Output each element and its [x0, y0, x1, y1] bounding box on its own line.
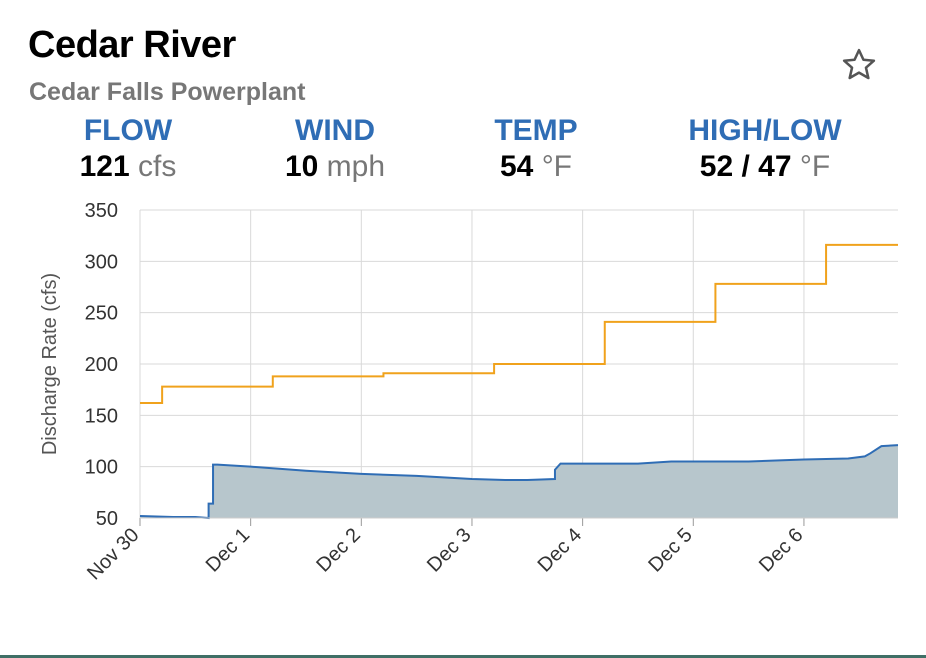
stat-value: 54: [499, 150, 534, 183]
x-tick-label: Nov 30: [83, 524, 143, 584]
y-tick-label: 100: [85, 457, 118, 479]
divider: [0, 655, 926, 658]
stat-label: FLOW: [83, 114, 173, 147]
stat-wind: WIND 10 mph: [255, 114, 415, 186]
stat-value: 121: [79, 150, 130, 183]
x-tick-label: Dec 2: [312, 524, 365, 577]
discharge-chart: 50 100 150 200 250 300 350 Nov 30 Dec 1 Dec 2 Dec …: [39, 200, 899, 584]
x-tick-label: Dec 5: [644, 524, 697, 577]
stat-value: 52 / 47: [699, 150, 792, 183]
stat-flow: FLOW 121 cfs: [48, 114, 208, 186]
stat-unit: mph: [326, 150, 386, 183]
stat-label: TEMP: [494, 114, 578, 147]
y-tick-label: 200: [85, 354, 118, 376]
stat-label: WIND: [295, 114, 375, 147]
y-tick-label: 250: [85, 303, 118, 325]
y-tick-label: 350: [85, 200, 118, 222]
stat-value: 10: [284, 150, 319, 183]
x-tick-label: Dec 3: [423, 524, 476, 577]
stat-label: HIGH/LOW: [688, 114, 842, 147]
stat-high-low: HIGH/LOW 52 / 47 °F: [655, 114, 875, 186]
flow-line: [139, 444, 899, 520]
stat-unit: cfs: [138, 150, 177, 183]
x-tick-label: Dec 6: [755, 524, 808, 577]
y-axis-label: Discharge Rate (cfs): [39, 273, 61, 455]
forecast-line: [140, 243, 898, 405]
y-tick-label: 300: [85, 251, 118, 273]
x-tick-label: Dec 1: [202, 524, 255, 577]
y-tick-label: 150: [85, 405, 118, 427]
page-subtitle: Cedar Falls Powerplant: [29, 78, 306, 106]
star-outline-icon[interactable]: [840, 46, 878, 84]
x-tick-label: Dec 4: [534, 524, 587, 577]
y-tick-label: 50: [96, 508, 118, 530]
flow-area: [140, 445, 898, 518]
stat-temp: TEMP 54 °F: [456, 114, 616, 186]
stat-unit: °F: [541, 150, 573, 183]
stat-unit: °F: [799, 150, 831, 183]
page-title: Cedar River: [28, 24, 236, 66]
